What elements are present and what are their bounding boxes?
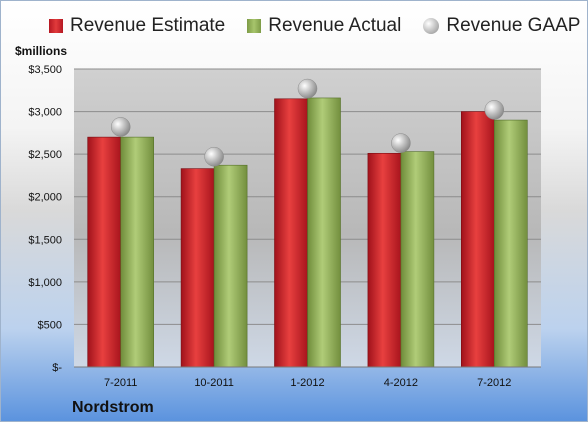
legend-item-actual: Revenue Actual: [247, 15, 401, 37]
y-tick-label: $2,000: [28, 192, 62, 204]
legend-item-estimate: Revenue Estimate: [49, 15, 225, 37]
bar-actual: [307, 97, 341, 368]
legend-item-gaap: Revenue GAAP: [423, 15, 580, 37]
legend-swatch-actual: [247, 19, 262, 33]
bar-actual: [493, 119, 528, 368]
legend-label-gaap: Revenue GAAP: [446, 15, 581, 36]
y-tick-label: $-: [52, 362, 62, 374]
gaap-marker: [204, 146, 224, 167]
gaap-markers: [110, 78, 505, 167]
gaap-marker: [297, 78, 318, 99]
bar-estimate: [367, 152, 402, 368]
x-tick-label: 7-2012: [477, 377, 511, 389]
y-tick-label: $1,500: [28, 234, 62, 246]
company-name: Nordstrom: [72, 399, 154, 416]
y-axis-unit-label: $millions: [15, 44, 68, 58]
bar-actual: [120, 136, 154, 368]
y-tick-label: $2,500: [28, 149, 62, 161]
bar-actual: [400, 151, 435, 368]
legend-label-estimate: Revenue Estimate: [70, 15, 226, 36]
y-tick-label: $3,000: [28, 107, 62, 119]
gaap-marker: [110, 117, 131, 137]
bar-estimate: [87, 136, 121, 368]
gaap-marker: [484, 100, 505, 120]
x-tick-label: 1-2012: [290, 377, 324, 389]
x-tick-label: 7-2011: [104, 377, 137, 389]
bar-estimate: [460, 111, 495, 368]
legend-swatch-estimate: [49, 19, 63, 33]
bars: [87, 97, 528, 368]
bar-actual: [213, 164, 248, 368]
legend-swatch-gaap: [423, 18, 440, 34]
legend: Revenue Estimate Revenue Actual Revenue …: [49, 15, 580, 37]
x-tick-label: 10-2011: [194, 377, 234, 389]
gaap-marker: [391, 133, 411, 153]
bar-estimate: [180, 168, 215, 368]
y-tick-label: $500: [38, 319, 62, 331]
y-tick-label: $3,500: [28, 64, 62, 76]
y-tick-label: $1,000: [28, 277, 62, 289]
x-tick-label: 4-2012: [384, 377, 418, 389]
bar-estimate: [274, 98, 308, 368]
axes: $- $500 $1,000 $1,500 $2,000 $2,500 $3,000 $3,5…: [28, 64, 541, 389]
legend-label-actual: Revenue Actual: [268, 15, 402, 36]
